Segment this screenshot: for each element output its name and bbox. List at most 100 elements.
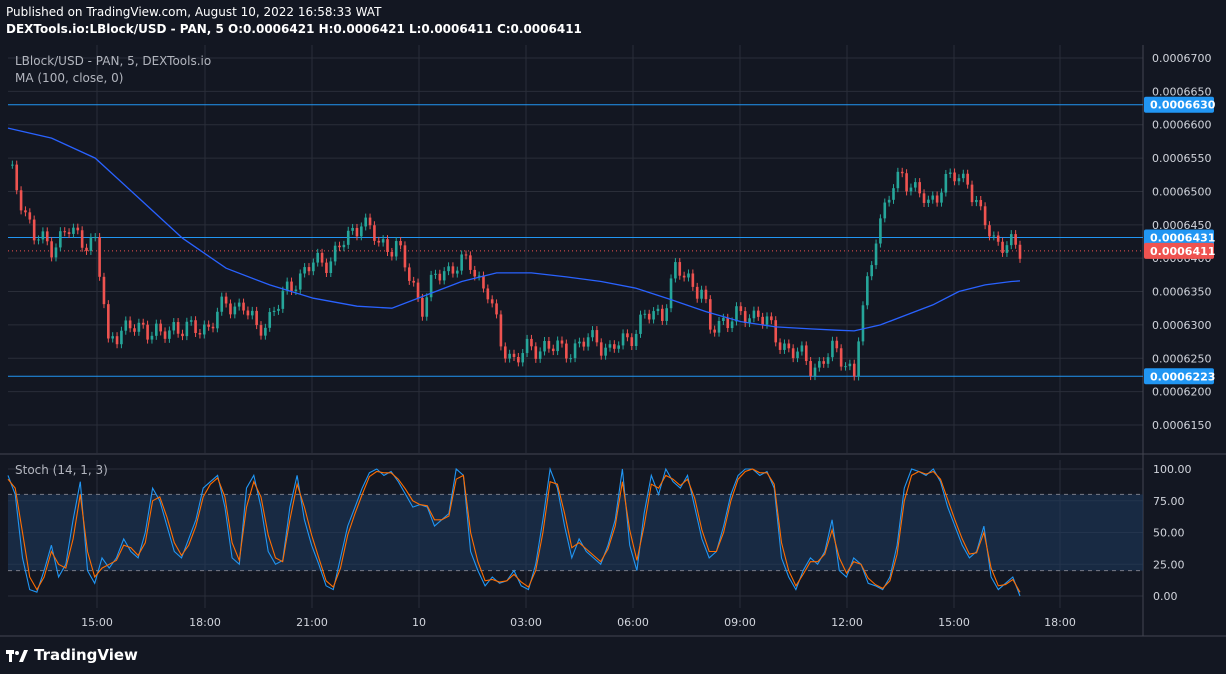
candle-body-163	[717, 320, 721, 333]
candle-body-111	[490, 299, 494, 304]
candle-body-223	[979, 199, 983, 207]
candle-body-128	[565, 343, 568, 359]
candle-body-10	[50, 241, 53, 258]
candle-body-24	[111, 336, 114, 339]
price-tick-4: 0.0006500	[1152, 185, 1212, 198]
candle-body-29	[133, 328, 136, 332]
candle-body-96	[425, 297, 429, 317]
candle-body-186	[818, 361, 821, 368]
candle-body-82	[364, 217, 367, 227]
time-tick-1: 18:00	[189, 616, 221, 629]
candle-body-32	[146, 324, 149, 340]
candle-body-56	[250, 310, 254, 316]
candle-body-214	[940, 192, 943, 203]
stoch-d-line	[7, 468, 1021, 593]
candle-body-204	[896, 171, 900, 189]
candle-body-67	[298, 273, 302, 290]
candle-body-9	[45, 231, 49, 242]
candle-body-144	[634, 333, 638, 347]
candle-body-171	[752, 310, 756, 319]
candle-body-114	[503, 346, 507, 359]
candle-body-167	[735, 306, 738, 322]
candle-body-21	[98, 237, 101, 277]
candle-body-140	[617, 345, 620, 349]
candle-body-115	[508, 353, 511, 359]
candle-body-206	[905, 173, 908, 192]
candle-body-168	[739, 306, 743, 312]
candle-body-200	[879, 218, 882, 244]
candle-body-212	[931, 195, 935, 200]
candle-body-13	[63, 231, 67, 233]
candle-body-215	[944, 173, 948, 193]
candle-body-79	[351, 227, 354, 231]
candle-body-137	[604, 347, 607, 356]
candle-body-129	[569, 358, 573, 360]
candle-body-189	[831, 340, 834, 358]
candle-body-150	[661, 308, 664, 321]
candle-body-94	[416, 282, 420, 298]
candle-body-207	[909, 187, 913, 192]
time-tick-6: 09:00	[724, 616, 756, 629]
candle-body-228	[1001, 241, 1004, 253]
candle-body-14	[67, 232, 71, 234]
candle-body-91	[403, 245, 407, 268]
candle-body-39	[176, 322, 180, 334]
candle-body-38	[172, 322, 176, 331]
candle-body-47	[211, 326, 215, 329]
time-tick-7: 12:00	[831, 616, 863, 629]
candle-body-132	[582, 341, 586, 347]
candle-body-26	[120, 330, 123, 345]
candle-body-217	[953, 172, 956, 182]
candle-body-49	[220, 296, 224, 312]
candle-body-147	[647, 313, 651, 320]
candle-body-127	[560, 340, 564, 344]
candle-body-57	[255, 310, 258, 326]
candle-body-124	[547, 340, 551, 349]
candle-body-19	[89, 237, 93, 251]
candle-body-64	[285, 281, 289, 291]
candle-body-198	[870, 265, 873, 277]
candle-body-199	[874, 243, 878, 266]
candle-body-208	[914, 182, 917, 188]
candle-body-155	[682, 275, 686, 278]
stoch-tick-3: 25.00	[1153, 558, 1185, 571]
candle-body-81	[360, 226, 363, 237]
candle-body-120	[530, 338, 533, 347]
candle-body-88	[390, 251, 394, 257]
candle-body-112	[495, 303, 498, 315]
candle-body-126	[556, 340, 559, 352]
candle-body-179	[787, 343, 791, 349]
candle-body-226	[992, 235, 996, 237]
time-tick-0: 15:00	[81, 616, 113, 629]
badge-text-level: 0.0006431	[1150, 231, 1215, 244]
candle-body-203	[892, 188, 895, 200]
candle-body-169	[743, 311, 747, 324]
candle-body-109	[482, 275, 485, 289]
candle-body-1	[11, 164, 14, 166]
candle-body-62	[277, 308, 280, 311]
candle-body-136	[599, 342, 603, 356]
price-tick-11: 0.0006150	[1152, 419, 1212, 432]
candle-body-84	[373, 225, 376, 241]
candle-body-30	[137, 322, 141, 332]
candle-body-22	[102, 276, 106, 305]
candle-body-83	[368, 217, 372, 226]
candle-body-149	[656, 308, 660, 312]
candle-body-104	[460, 254, 463, 271]
candle-body-139	[613, 344, 616, 349]
price-tick-8: 0.0006300	[1152, 319, 1212, 332]
candle-body-5	[28, 212, 32, 220]
candle-body-54	[242, 302, 245, 311]
candle-body-7	[37, 239, 40, 241]
ma-legend: MA (100, close, 0)	[15, 71, 123, 85]
candle-body-175	[770, 316, 773, 321]
candle-body-164	[722, 317, 725, 321]
candle-body-216	[948, 172, 952, 174]
candle-body-177	[778, 342, 782, 350]
candle-body-50	[224, 296, 228, 304]
candle-body-69	[307, 267, 311, 272]
candle-body-95	[421, 297, 424, 317]
badge-level	[1144, 229, 1214, 246]
candle-body-222	[975, 199, 978, 203]
